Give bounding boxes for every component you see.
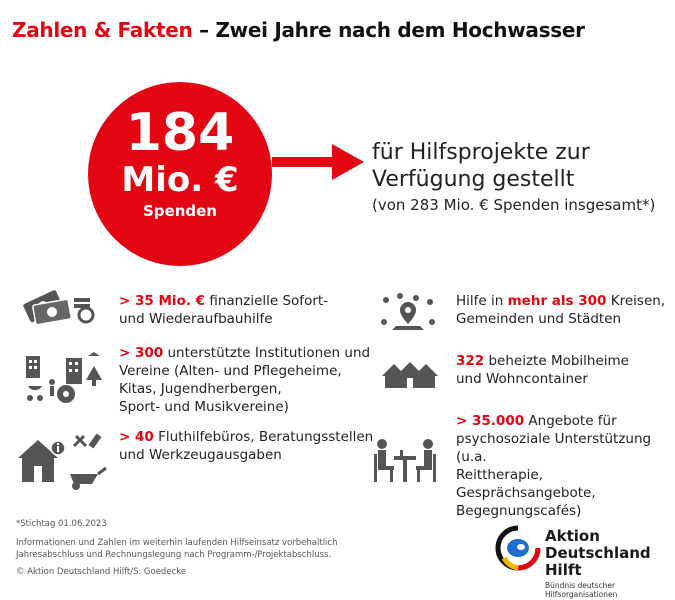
aktion-deutschland-hilft-logo-icon <box>495 525 541 571</box>
item-support-text-4: Begegnungscafés) <box>456 503 582 519</box>
logo-line-2: Deutschland Hilft <box>545 544 651 579</box>
arrow-right-icon <box>272 144 364 180</box>
item-homes-text-1: beheizte Mobilheime <box>484 353 629 369</box>
item-regions-text-1: Kreisen, <box>606 293 666 309</box>
item-regions-text-2: Gemeinden und Städten <box>456 311 622 327</box>
item-support-text-2: psychosoziale Unterstützung (u.a. <box>456 431 652 465</box>
money-icon <box>23 290 95 326</box>
item-institutions-text-3: Kitas, Jugendherbergen, <box>119 381 282 397</box>
item-regions: Hilfe in mehr als 300 Kreisen, Gemeinden… <box>456 292 665 328</box>
item-offices-accent: > 40 <box>119 429 154 445</box>
institutions-icon <box>26 352 102 403</box>
item-institutions-accent: > 300 <box>119 345 164 361</box>
footer-note-1: Informationen und Zahlen im weiterhin la… <box>16 538 338 548</box>
item-support-accent: > 35.000 <box>456 413 525 429</box>
item-support: > 35.000 Angebote für psychosoziale Unte… <box>456 412 675 520</box>
item-institutions-text-1: unterstützte Institutionen und <box>163 345 371 361</box>
item-money-accent: > 35 Mio. € <box>119 293 206 309</box>
footer-note-2: Jahresabschluss und Rechnungslegung nach… <box>16 550 332 560</box>
donation-label: Spenden <box>143 202 217 220</box>
headline-sub: (von 283 Mio. € Spenden insgesamt*) <box>372 196 656 214</box>
item-institutions-text-4: Sport- und Musikvereine) <box>119 399 289 415</box>
item-homes: 322 beheizte Mobilheime und Wohncontaine… <box>456 352 629 388</box>
donation-circle: 184 Mio. € Spenden <box>88 82 272 266</box>
item-regions-pre: Hilfe in <box>456 293 508 309</box>
title-highlight: Zahlen & Fakten <box>12 18 193 42</box>
footer-note: Informationen und Zahlen im weiterhin la… <box>16 537 337 561</box>
item-institutions-text-2: Vereine (Alten- und Pflegeheime, <box>119 363 342 379</box>
item-support-text-1: Angebote für <box>524 413 617 429</box>
item-regions-accent: mehr als 300 <box>507 293 607 309</box>
donation-number: 184 <box>125 103 235 163</box>
item-offices: > 40 Fluthilfebüros, Beratungsstellen un… <box>119 428 373 464</box>
item-homes-accent: 322 <box>456 353 485 369</box>
logo-line-1: Aktion <box>545 527 600 545</box>
footer-stichtag: *Stichtag 01.06.2023 <box>16 519 107 529</box>
headline-line-2: Verfügung gestellt <box>372 167 575 192</box>
page-title: Zahlen & Fakten – Zwei Jahre nach dem Ho… <box>12 18 585 42</box>
map-pins-icon <box>381 293 435 330</box>
item-homes-text-2: und Wohncontainer <box>456 371 588 387</box>
title-rest: – Zwei Jahre nach dem Hochwasser <box>199 18 585 42</box>
counseling-table-icon <box>374 439 436 482</box>
footer-copyright: © Aktion Deutschland Hilft/S. Goedecke <box>16 567 187 577</box>
item-money-text-1: finanzielle Sofort- <box>205 293 329 309</box>
item-money: > 35 Mio. € finanzielle Sofort- und Wied… <box>119 292 328 328</box>
headline-line-1: für Hilfsprojekte zur <box>372 140 590 165</box>
item-money-text-2: und Wiederaufbauhilfe <box>119 311 273 327</box>
headline: für Hilfsprojekte zur Verfügung gestellt <box>372 139 590 193</box>
item-institutions: > 300 unterstützte Institutionen und Ver… <box>119 344 370 416</box>
office-tools-icon <box>18 433 107 490</box>
logo-tagline: Bündnis deutscher Hilfsorganisationen <box>545 581 618 599</box>
mobile-homes-icon <box>382 362 438 388</box>
item-offices-text-1: Fluthilfebüros, Beratungsstellen <box>153 429 374 445</box>
item-offices-text-2: und Werkzeugausgaben <box>119 447 282 463</box>
logo-text: Aktion Deutschland Hilft Bündnis deutsch… <box>545 527 675 600</box>
item-support-text-3: Reittherapie, Gesprächsangebote, <box>456 467 596 501</box>
donation-unit: Mio. € <box>121 160 239 200</box>
